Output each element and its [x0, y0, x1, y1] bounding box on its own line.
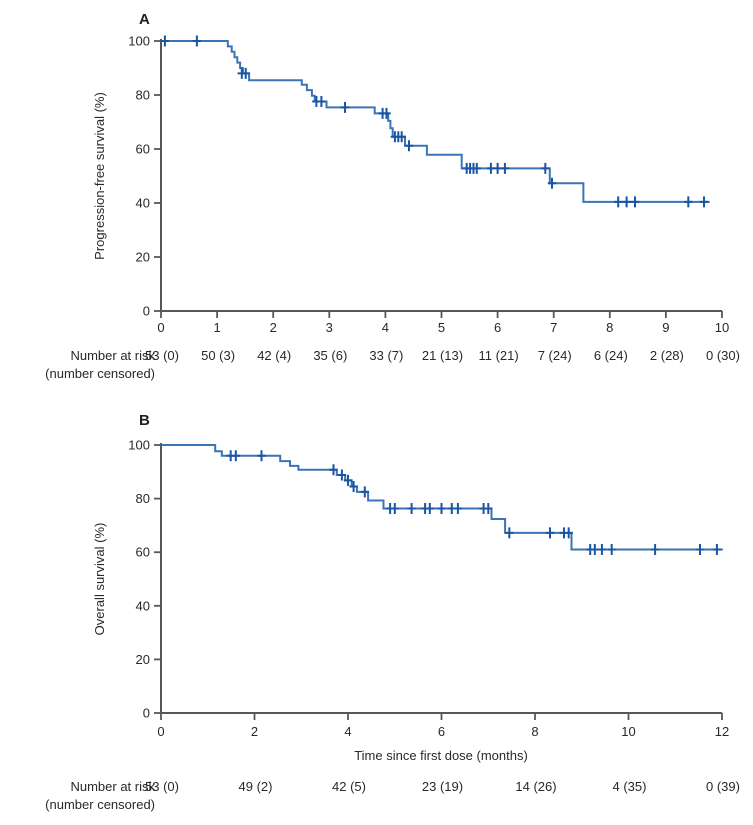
risk-value: 0 (30) — [706, 348, 740, 363]
survival-curve — [161, 444, 723, 551]
x-tick-label: 4 — [344, 724, 351, 739]
risk-value: 2 (28) — [650, 348, 684, 363]
x-axis-title: Time since first dose (months) — [354, 748, 528, 763]
risk-value: 42 (5) — [332, 779, 366, 794]
panel-b-y-axis-label: Overall survival (%) — [92, 523, 107, 636]
y-tick-label: 0 — [143, 304, 150, 319]
x-tick-label: 1 — [213, 320, 220, 335]
risk-value: 0 (39) — [706, 779, 740, 794]
x-tick-label: 9 — [662, 320, 669, 335]
panel-b-letter: B — [139, 412, 150, 429]
risk-value: 23 (19) — [422, 779, 463, 794]
x-tick-label: 8 — [606, 320, 613, 335]
risk-value: 6 (24) — [594, 348, 628, 363]
risk-value: 4 (35) — [613, 779, 647, 794]
y-tick-label: 100 — [128, 438, 150, 453]
risk-value: 50 (3) — [201, 348, 235, 363]
x-tick-label: 12 — [715, 724, 729, 739]
panel-a-risk-header-line2: (number censored) — [45, 366, 155, 381]
y-tick-label: 20 — [136, 250, 150, 265]
x-tick-label: 4 — [382, 320, 389, 335]
x-tick-label: 0 — [157, 320, 164, 335]
y-tick-label: 20 — [136, 652, 150, 667]
y-tick-label: 60 — [136, 142, 150, 157]
risk-value: 49 (2) — [239, 779, 273, 794]
risk-value: 33 (7) — [369, 348, 403, 363]
panel-a-y-axis-label: Progression-free survival (%) — [92, 92, 107, 260]
x-tick-label: 6 — [438, 724, 445, 739]
y-tick-label: 40 — [136, 196, 150, 211]
y-tick-label: 100 — [128, 34, 150, 49]
panel-b-risk-header-line1: Number at risk — [70, 779, 155, 794]
x-tick-label: 10 — [715, 320, 729, 335]
x-tick-label: 8 — [531, 724, 538, 739]
x-tick-label: 5 — [438, 320, 445, 335]
panel-a-letter: A — [139, 11, 150, 28]
y-tick-label: 80 — [136, 491, 150, 506]
x-tick-label: 2 — [251, 724, 258, 739]
panel-a-risk-header-line1: Number at risk — [70, 348, 155, 363]
risk-value: 14 (26) — [515, 779, 556, 794]
x-tick-label: 3 — [326, 320, 333, 335]
x-tick-label: 7 — [550, 320, 557, 335]
risk-value: 53 (0) — [145, 348, 179, 363]
risk-value: 35 (6) — [313, 348, 347, 363]
risk-value: 11 (21) — [478, 348, 518, 363]
y-tick-label: 60 — [136, 545, 150, 560]
panel-b-risk-header-line2: (number censored) — [45, 797, 155, 812]
panel-a-plot: 0 20 40 60 80 100 0 1 2 3 4 5 6 7 8 9 10 53 (0) 50 (3) 42 (… — [128, 34, 740, 364]
y-tick-label: 0 — [143, 706, 150, 721]
x-tick-label: 2 — [270, 320, 277, 335]
y-tick-label: 80 — [136, 88, 150, 103]
risk-value: 21 (13) — [422, 348, 463, 363]
risk-value: 53 (0) — [145, 779, 179, 794]
y-tick-label: 40 — [136, 598, 150, 613]
x-tick-label: 0 — [157, 724, 164, 739]
x-tick-label: 10 — [621, 724, 635, 739]
panel-b-plot: 0 20 40 60 80 100 0 2 4 6 8 10 12 53 (0) 49 (2) 42 (5) 2… — [128, 438, 740, 795]
censor-marks — [160, 35, 709, 208]
survival-curve — [161, 40, 710, 203]
risk-value: 42 (4) — [257, 348, 291, 363]
censor-marks — [226, 450, 722, 555]
risk-value: 7 (24) — [538, 348, 572, 363]
x-tick-label: 6 — [494, 320, 501, 335]
